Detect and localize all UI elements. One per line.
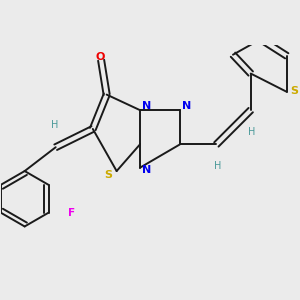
Text: N: N <box>142 101 151 111</box>
Text: F: F <box>68 208 75 218</box>
Text: N: N <box>182 101 191 111</box>
Text: O: O <box>95 52 105 62</box>
Text: H: H <box>214 160 221 170</box>
Text: N: N <box>142 165 151 175</box>
Text: S: S <box>104 170 112 181</box>
Text: H: H <box>248 127 256 137</box>
Text: H: H <box>51 120 58 130</box>
Text: S: S <box>290 86 298 96</box>
